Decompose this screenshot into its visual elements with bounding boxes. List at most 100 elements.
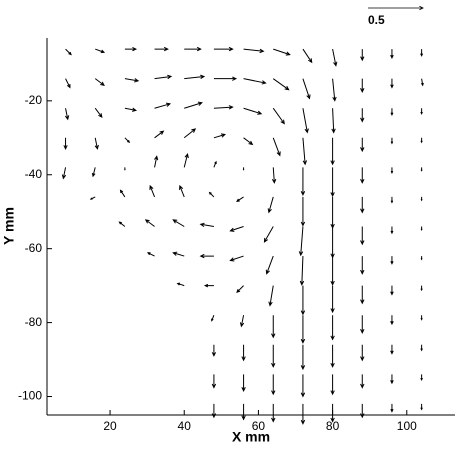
vector-arrow <box>241 344 246 362</box>
vector-arrow <box>330 167 335 198</box>
vector-arrow <box>390 78 394 89</box>
vector-arrow <box>213 76 238 81</box>
vector-arrow <box>360 78 365 94</box>
x-tick-label: 60 <box>252 419 266 433</box>
vector-arrow <box>300 196 306 227</box>
vector-arrow <box>302 137 308 166</box>
vector-arrow <box>330 137 335 166</box>
vector-arrow <box>300 374 306 398</box>
vector-arrow <box>390 108 394 116</box>
vector-arrow <box>420 108 423 115</box>
vector-arrow <box>420 137 423 144</box>
vector-arrow <box>330 256 335 286</box>
vector-arrow <box>242 167 245 171</box>
vector-arrow <box>118 221 126 227</box>
vector-arrow <box>229 226 244 232</box>
vector-arrow <box>124 167 126 171</box>
vector-arrow <box>124 137 131 144</box>
y-tick-label: -60 <box>25 241 43 255</box>
vector-arrow <box>65 48 72 56</box>
vector-arrow <box>302 48 313 64</box>
vector-arrow <box>241 374 246 392</box>
y-axis-label: Y mm <box>1 207 17 245</box>
vector-arrow <box>154 102 172 109</box>
vector-arrow <box>229 255 244 262</box>
vector-arrow <box>213 46 234 52</box>
vector-arrow <box>271 315 276 339</box>
vector-arrow <box>302 108 309 134</box>
vector-arrow <box>332 78 337 102</box>
vector-arrow <box>64 108 70 121</box>
vector-arrow <box>331 108 336 134</box>
x-tick-label: 40 <box>178 419 192 433</box>
vector-arrow <box>213 160 217 168</box>
vector-arrow <box>243 137 254 146</box>
vector-arrow <box>243 107 263 115</box>
vector-arrow <box>298 226 304 257</box>
vector-arrow <box>360 196 365 214</box>
vector-arrow <box>390 256 394 265</box>
vector-arrow <box>199 222 214 228</box>
vector-arrow <box>203 283 214 288</box>
vector-arrow <box>330 374 335 396</box>
vector-arrow <box>300 285 306 316</box>
vector-arrow <box>149 184 156 198</box>
vector-arrow <box>241 403 246 421</box>
vector-arrow <box>213 133 227 139</box>
vector-arrow <box>144 219 155 227</box>
vector-arrow <box>390 403 394 413</box>
x-axis-label: X mm <box>232 429 270 445</box>
vector-arrow <box>272 107 285 125</box>
vector-arrow <box>211 403 217 419</box>
vector-arrow <box>360 285 365 305</box>
reference-label: 0.5 <box>368 13 385 27</box>
vector-arrow <box>183 128 197 139</box>
vector-arrow <box>211 374 217 389</box>
vector-arrow <box>330 285 335 314</box>
x-tick-label: 80 <box>326 419 340 433</box>
vector-arrow <box>119 189 126 198</box>
vector-arrow <box>183 153 189 168</box>
vector-arrow <box>94 137 99 150</box>
vector-arrow <box>272 78 290 91</box>
vector-arrow <box>154 46 169 52</box>
vector-arrow <box>300 167 306 197</box>
vector-arrow <box>360 256 365 275</box>
vector-arrow <box>236 285 244 294</box>
vector-arrow <box>420 403 423 411</box>
vector-arrow <box>420 196 423 202</box>
vector-arrow <box>360 49 365 62</box>
vector-arrow <box>420 344 423 352</box>
vector-arrow <box>153 155 159 168</box>
vector-arrow <box>390 226 394 235</box>
vector-arrow <box>330 344 335 368</box>
vector-arrow <box>146 252 155 257</box>
vector-arrow <box>124 107 138 112</box>
vector-arrow <box>300 315 306 344</box>
vector-arrow <box>420 226 423 231</box>
vector-arrow <box>330 226 335 259</box>
vector-arrow <box>263 226 274 243</box>
vector-arrow <box>390 315 394 326</box>
vector-arrow <box>211 344 217 357</box>
vector-arrow <box>300 403 306 425</box>
vector-arrow <box>299 256 305 286</box>
vector-arrow <box>273 48 291 56</box>
vector-arrow <box>360 137 365 153</box>
vector-arrow <box>390 167 394 175</box>
vector-arrow <box>271 403 276 423</box>
vector-arrow <box>420 49 424 57</box>
vector-arrow <box>239 315 245 328</box>
vector-arrow <box>211 315 215 322</box>
vector-arrow <box>271 374 276 396</box>
vector-arrow <box>213 105 234 110</box>
vector-arrow <box>390 374 394 385</box>
vector-arrow <box>265 255 274 275</box>
vector-arrow <box>360 315 365 334</box>
vector-arrow <box>267 196 274 214</box>
x-tick-label: 100 <box>397 419 417 433</box>
vector-arrow <box>271 344 276 368</box>
y-tick-label: -40 <box>25 167 43 181</box>
vector-arrow <box>360 344 365 362</box>
